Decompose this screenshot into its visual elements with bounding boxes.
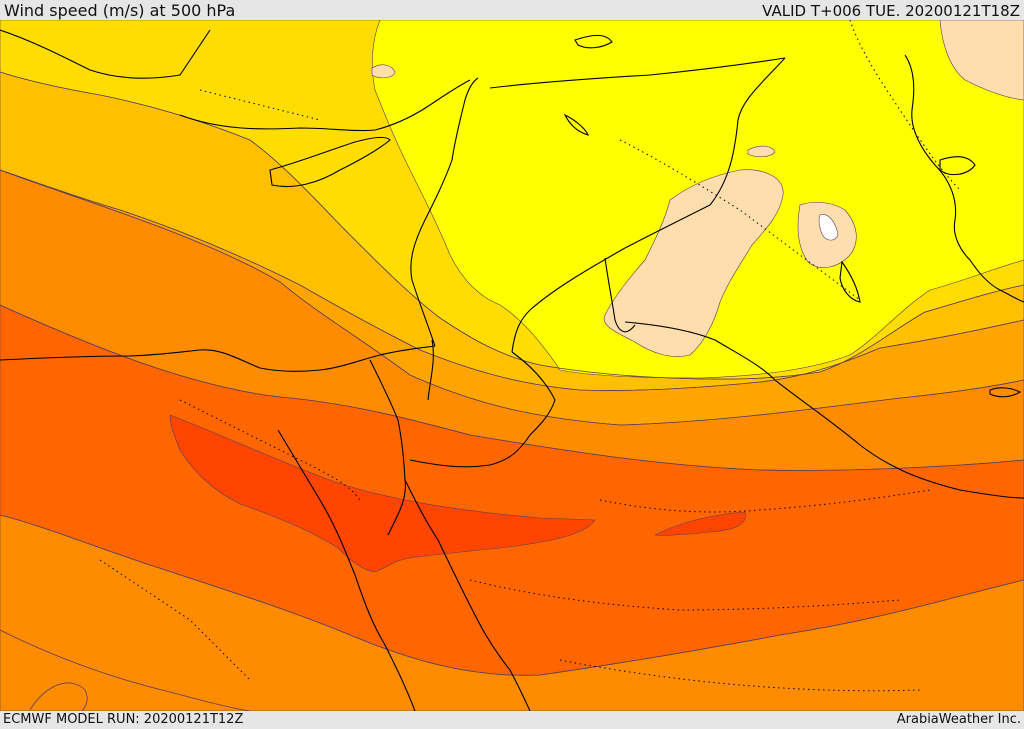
band-wheat-speck-2	[747, 145, 776, 158]
model-run-label: ECMWF MODEL RUN: 20200121T12Z	[3, 712, 244, 727]
wind-speed-map	[0, 20, 1024, 711]
band-red-orange-patch	[653, 511, 746, 536]
band-red-orange-core	[169, 414, 596, 573]
header-bar: Wind speed (m/s) at 500 hPa VALID T+006 …	[0, 0, 1024, 20]
band-white-patch	[818, 214, 839, 241]
band-wheat-speck	[371, 64, 396, 79]
dotted-borders	[99, 20, 961, 692]
coastlines	[0, 29, 1024, 711]
band-wheat-corner	[939, 20, 1024, 101]
contour-lines	[0, 71, 1024, 711]
footer-bar: ECMWF MODEL RUN: 20200121T12Z ArabiaWeat…	[0, 711, 1024, 729]
credit-label: ArabiaWeather Inc.	[896, 712, 1021, 727]
band-wheat	[603, 169, 784, 357]
map-title: Wind speed (m/s) at 500 hPa	[4, 1, 236, 20]
valid-time-label: VALID T+006 TUE. 20200121T18Z	[762, 2, 1020, 20]
